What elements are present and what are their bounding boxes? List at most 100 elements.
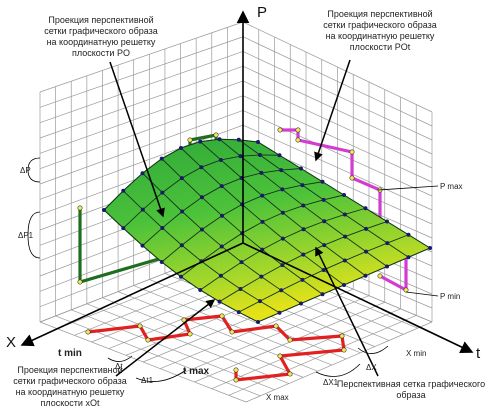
po-leader [109, 61, 165, 218]
pot-grid-line [242, 36, 433, 127]
tick-x-max: X max [266, 393, 289, 402]
surface-node [199, 195, 204, 200]
surface-node [321, 197, 326, 202]
pot-projection-node [403, 287, 409, 293]
annotation-line: Проекция перспективной [327, 9, 433, 19]
surface-node [342, 258, 347, 263]
pot-projection-node [295, 127, 301, 133]
annotation-line: плоскости PO [72, 48, 130, 58]
surface-node [179, 274, 183, 279]
xot-projection-node [277, 353, 283, 359]
po-grid-line [39, 51, 244, 123]
surface-node [121, 226, 126, 231]
surface-node [179, 176, 184, 181]
surface-node [299, 301, 303, 306]
surface-node [277, 153, 282, 158]
perspective-surface [102, 137, 432, 324]
surface-node [385, 219, 389, 224]
annotation-line: на координатную решетку [15, 387, 125, 397]
annotation-line: на координатную решетку [46, 37, 156, 47]
surface-node [260, 219, 265, 224]
annotation-line: сетки графического образа [44, 26, 158, 36]
xot-projection-node [229, 329, 235, 335]
surface-node [342, 212, 347, 217]
surface-node [256, 320, 260, 324]
surface-node [428, 246, 432, 250]
xot-grid-line [177, 295, 370, 376]
surface-node [259, 170, 264, 175]
surface-node [220, 213, 225, 218]
surface-node [259, 274, 264, 279]
surface-node [218, 273, 223, 278]
tick-dx1: ΔX1 [323, 378, 339, 387]
tick-t-max: t max [183, 366, 209, 377]
surface-node [320, 292, 325, 297]
pot-projection-node [295, 137, 301, 143]
xot-projection-node [233, 377, 239, 383]
xot-projection-node [137, 323, 143, 329]
surface-node [179, 243, 184, 248]
surface-node [279, 168, 284, 173]
annotation-line: сетки графического образа [323, 20, 437, 30]
surface-node [159, 156, 164, 161]
surface-node [219, 244, 224, 249]
surface-node [280, 210, 285, 215]
x-axis-label: X [6, 334, 17, 351]
surface-node [140, 207, 145, 212]
surface-node [217, 137, 222, 142]
tick-p-max: P max [440, 182, 463, 191]
annotation-line: образа [396, 390, 426, 400]
surface-node [179, 146, 183, 150]
po-grid-line [39, 65, 244, 139]
pot-grid-line [242, 80, 433, 169]
annotation-line: Проекция перспективной [17, 365, 123, 375]
annotation-pot-projection: Проекция перспективной сетки графическог… [305, 9, 455, 53]
pot-grid-line [242, 95, 433, 183]
surface-node [238, 154, 243, 159]
xot-projection-node [339, 333, 345, 339]
surface-node [159, 259, 164, 264]
surface-node [257, 299, 262, 304]
po-grid-line [39, 80, 244, 154]
dt1-arc [135, 369, 187, 382]
t-axis [242, 242, 474, 353]
pot-projection-node [277, 127, 283, 133]
xot-projection-node [219, 313, 225, 319]
surface-node [364, 226, 369, 231]
pot-grid-line [242, 21, 433, 113]
surface-node [280, 263, 285, 268]
xot-projection-node [85, 329, 91, 335]
xot-grid-line [228, 315, 417, 396]
po-grid-line [39, 36, 244, 108]
tick-dx: ΔX [366, 363, 377, 372]
dp-brace [27, 157, 41, 183]
po-projection-node [77, 205, 83, 211]
pot-grid-line [242, 65, 433, 155]
xot-projection-node [341, 347, 347, 353]
annotation-line: плоскости xOt [40, 398, 100, 408]
surface-leader [315, 246, 379, 377]
tick-dt: Δt [115, 362, 123, 371]
surface-node [364, 249, 369, 254]
surface-node [406, 255, 411, 260]
annotation-line: Перспективная сетка графического [336, 379, 486, 389]
surface-node [320, 179, 325, 184]
surface-node [321, 267, 326, 272]
surface-node [198, 287, 203, 292]
po-projection-node [77, 279, 83, 285]
xot-projection-node [233, 367, 239, 373]
surface-node [239, 260, 244, 265]
surface-node [385, 264, 389, 269]
surface-node [301, 203, 306, 208]
surface-node [238, 286, 243, 291]
surface-node [236, 310, 241, 315]
dp1-brace [27, 211, 41, 259]
p-min-line [405, 291, 439, 297]
surface-node [322, 219, 327, 224]
po-grid-line [39, 95, 244, 169]
surface-node [406, 232, 411, 237]
surface-node [198, 139, 203, 144]
xot-grid-line [211, 308, 401, 389]
surface-node [199, 165, 204, 170]
